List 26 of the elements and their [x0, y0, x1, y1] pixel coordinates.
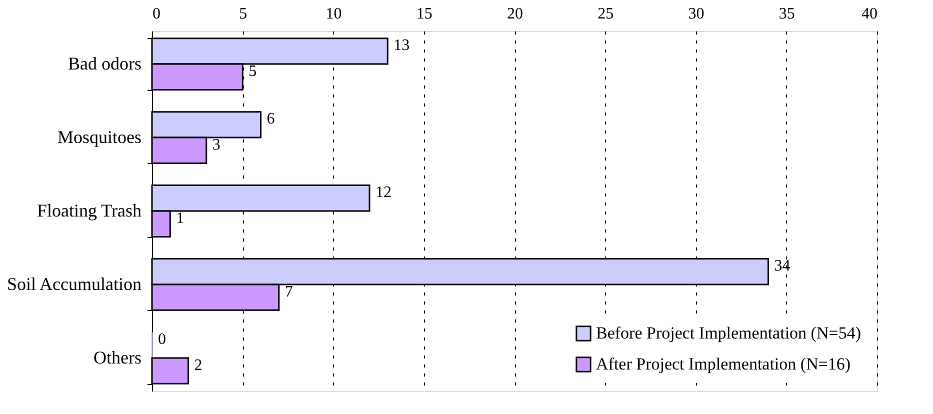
x-tick-label: 40	[862, 6, 878, 22]
data-label: 7	[284, 283, 293, 300]
x-tick-label: 0	[152, 6, 160, 22]
data-label: 3	[212, 136, 220, 154]
data-label: 0	[158, 331, 166, 348]
data-label: 5	[248, 62, 257, 80]
data-label: 2	[194, 356, 202, 374]
data-label: 13	[394, 37, 410, 54]
x-tick-label: 15	[416, 6, 432, 22]
x-tick-label: 20	[507, 6, 523, 22]
x-tick-label: 30	[688, 6, 704, 22]
data-label: 34	[774, 258, 790, 275]
data-label: 12	[376, 184, 392, 202]
y-tick-label: Bad odors	[68, 54, 142, 74]
data-label: 6	[266, 110, 275, 128]
y-tick-label: Soil Accumulation	[7, 274, 142, 294]
x-tick-label: 10	[326, 6, 342, 22]
x-tick-label: 5	[239, 6, 248, 22]
y-tick-label: Floating Trash	[36, 200, 142, 220]
x-tick-label: 25	[598, 6, 614, 22]
legend-label: Before Project Implementation (N=54)	[596, 324, 861, 342]
legend-label: After Project Implementation (N=16)	[596, 354, 851, 374]
data-label: 1	[176, 210, 184, 227]
y-tick-label: Others	[94, 347, 142, 368]
y-tick-label: Mosquitoes	[57, 127, 142, 148]
x-tick-label: 35	[778, 6, 795, 22]
